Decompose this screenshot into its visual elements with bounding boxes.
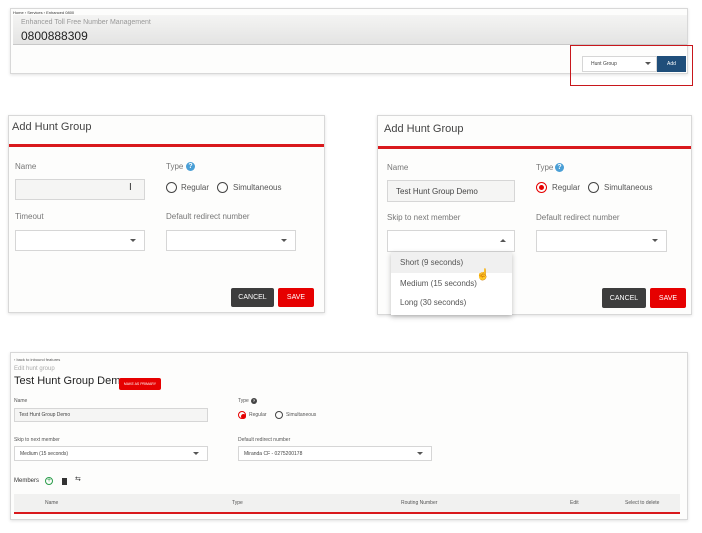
add-button[interactable]: Add [657, 56, 686, 72]
chevron-down-icon [281, 238, 287, 242]
skip-select-value: Medium (15 seconds) [20, 450, 69, 457]
default-redirect-label: Default redirect number [536, 213, 620, 222]
dialog-title: Add Hunt Group [384, 123, 464, 135]
divider [9, 144, 324, 147]
page-title: Test Hunt Group Demo [14, 375, 127, 387]
chevron-down-icon [645, 62, 651, 65]
skip-label: Skip to next member [14, 437, 60, 443]
column-name: Name [45, 500, 59, 506]
dropdown-option[interactable]: Medium (15 seconds) [400, 279, 477, 288]
column-edit: Edit [570, 500, 579, 506]
highlight-box [570, 45, 693, 86]
delete-icon[interactable] [62, 478, 67, 485]
name-label: Name [387, 163, 409, 172]
radio-simultaneous[interactable] [217, 182, 228, 193]
add-hunt-group-dialog-empty: Add Hunt Group Name I Type ? Regular Sim… [8, 115, 325, 313]
radio-simultaneous-label: Simultaneous [233, 183, 282, 192]
help-icon[interactable]: ? [251, 398, 257, 404]
cancel-button[interactable]: CANCEL [602, 288, 646, 308]
radio-regular-label: Regular [249, 412, 267, 418]
dialog-title: Add Hunt Group [12, 121, 92, 133]
radio-simultaneous[interactable] [588, 182, 599, 193]
name-input[interactable] [15, 179, 145, 200]
default-redirect-select[interactable] [536, 230, 667, 252]
feature-select[interactable]: Hunt Group [582, 56, 657, 72]
radio-simultaneous-label: Simultaneous [286, 412, 317, 418]
edit-hunt-group-panel: ‹ back to inbound features Edit hunt gro… [10, 352, 688, 520]
help-icon[interactable]: ? [186, 162, 195, 171]
number-value: 0800888309 [21, 29, 88, 43]
dropdown-option[interactable]: Short (9 seconds) [391, 252, 512, 273]
column-routing-number: Routing Number [401, 500, 438, 506]
cancel-button[interactable]: CANCEL [231, 288, 274, 307]
number-panel: Home › Services › Enhanced 0800 Enhanced… [10, 8, 688, 74]
skip-select[interactable] [387, 230, 515, 252]
reorder-icon[interactable]: ⇆ [75, 476, 81, 483]
header-label: Enhanced Toll Free Number Management [21, 19, 151, 26]
skip-label: Skip to next member [387, 213, 461, 222]
skip-select[interactable]: Medium (15 seconds) [14, 446, 208, 461]
name-label: Name [14, 398, 28, 404]
members-label: Members [14, 478, 40, 484]
chevron-down-icon [652, 239, 658, 242]
name-label: Name [15, 162, 37, 171]
skip-dropdown: Short (9 seconds) Medium (15 seconds) Lo… [391, 252, 512, 315]
chevron-down-icon [130, 238, 136, 242]
timeout-select[interactable] [15, 230, 145, 251]
members-table-header: Name Type Routing Number Edit Select to … [14, 494, 680, 514]
save-button[interactable]: SAVE [650, 288, 686, 308]
name-input[interactable]: Test Hunt Group Demo [14, 408, 208, 422]
feature-select-value: Hunt Group [591, 61, 617, 67]
back-link[interactable]: ‹ back to inbound features [14, 357, 61, 362]
column-select-to-delete: Select to delete [625, 500, 660, 506]
hand-cursor-icon: ☝ [476, 269, 490, 281]
divider [378, 146, 691, 149]
name-input[interactable]: Test Hunt Group Demo [387, 180, 515, 202]
radio-regular-label: Regular [181, 183, 210, 192]
default-redirect-label: Default redirect number [166, 212, 250, 221]
chevron-up-icon [500, 239, 506, 242]
radio-simultaneous-label: Simultaneous [604, 183, 653, 192]
radio-regular-label: Regular [552, 183, 581, 192]
help-icon[interactable]: ? [555, 163, 564, 172]
text-cursor-icon: I [129, 182, 132, 193]
save-button[interactable]: SAVE [278, 288, 314, 307]
make-primary-button[interactable]: MAKE AS PRIMARY [119, 378, 161, 390]
default-redirect-label: Default redirect number [238, 437, 291, 443]
timeout-label: Timeout [15, 212, 44, 221]
type-label: Type [166, 162, 184, 171]
default-redirect-value: Miranda CF - 0275200178 [244, 450, 303, 457]
radio-regular[interactable] [166, 182, 177, 193]
default-redirect-select[interactable]: Miranda CF - 0275200178 [238, 446, 432, 461]
chevron-down-icon [193, 451, 199, 455]
add-hunt-group-dialog-filled: Add Hunt Group Name Test Hunt Group Demo… [377, 115, 692, 315]
column-type: Type [232, 500, 243, 506]
dropdown-option[interactable]: Long (30 seconds) [400, 298, 467, 307]
number-header: Enhanced Toll Free Number Management 080… [13, 15, 687, 45]
edit-subtitle: Edit hunt group [14, 366, 55, 372]
radio-regular[interactable] [238, 411, 246, 419]
default-redirect-select[interactable] [166, 230, 296, 251]
radio-regular[interactable] [536, 182, 547, 193]
chevron-down-icon [417, 451, 423, 455]
add-member-icon[interactable]: + [45, 477, 53, 485]
breadcrumb[interactable]: Home › Services › Enhanced 0800 [13, 10, 75, 15]
type-label: Type [238, 398, 249, 404]
type-label: Type [536, 163, 554, 172]
radio-simultaneous[interactable] [275, 411, 283, 419]
